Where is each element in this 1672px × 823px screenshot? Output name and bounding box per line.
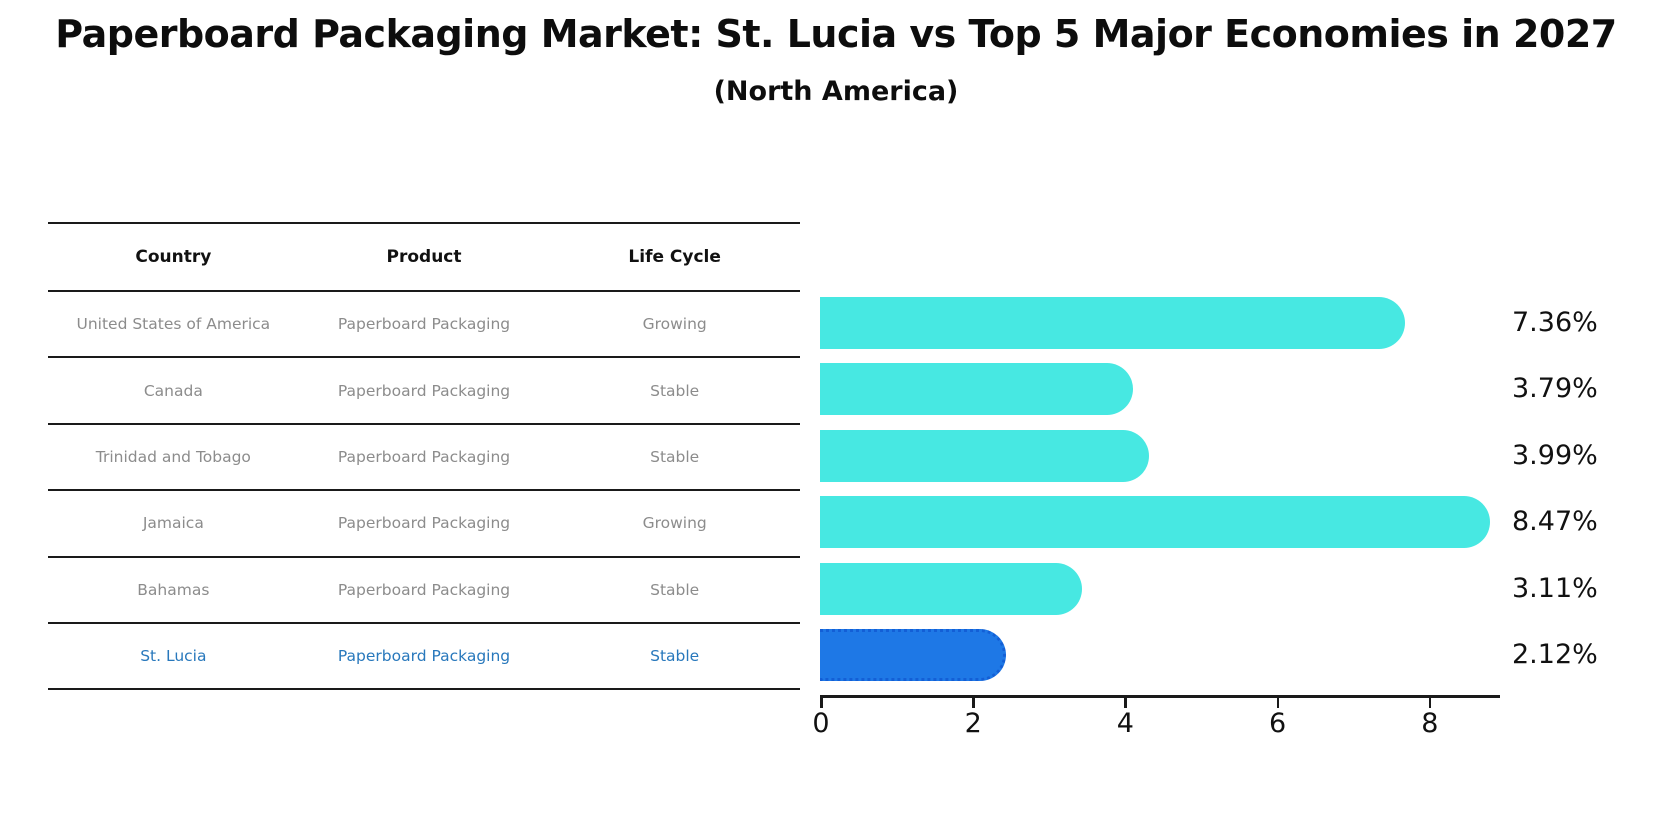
x-tick-label: 8: [1421, 708, 1439, 739]
table-cell-country: United States of America: [76, 315, 271, 334]
bar: [820, 297, 1406, 349]
x-tick: [1428, 697, 1432, 708]
x-tick: [1124, 697, 1127, 708]
value-label: 7.36%: [1512, 307, 1598, 338]
x-tick: [1276, 697, 1280, 708]
table-row: Bahamas Paperboard Packaging Stable: [48, 558, 800, 624]
value-label: 3.11%: [1512, 572, 1598, 604]
table-cell-product: Paperboard Packaging: [337, 647, 511, 666]
x-tick-label: 4: [1116, 708, 1134, 739]
bar: [820, 429, 1149, 482]
table-cell-product: Paperboard Packaging: [337, 580, 511, 599]
table-cell-product: Paperboard Packaging: [337, 514, 511, 533]
bar-highlighted: [820, 629, 1007, 681]
table-header-row: Country Product Life Cycle: [48, 224, 800, 292]
value-label: 3.99%: [1512, 439, 1598, 471]
table-header-cell: Life Cycle: [628, 247, 721, 267]
table-cell-product: Paperboard Packaging: [337, 381, 511, 400]
x-tick: [972, 697, 975, 708]
table-row: Trinidad and Tobago Paperboard Packaging S…: [48, 425, 800, 492]
value-label: 8.47%: [1512, 506, 1598, 538]
bar: [820, 496, 1490, 549]
x-tick-label: 6: [1269, 708, 1287, 739]
table-row: St. Lucia Paperboard Packaging Stable: [48, 624, 800, 691]
table-cell-country: St. Lucia: [140, 647, 207, 666]
table-cell-life-cycle: Growing: [642, 514, 707, 533]
table-cell-product: Paperboard Packaging: [337, 447, 511, 466]
table-cell-country: Trinidad and Tobago: [95, 447, 251, 466]
chart-title: Paperboard Packaging Market: St. Lucia v…: [55, 12, 1617, 56]
bar: [820, 363, 1134, 416]
x-axis-line: [820, 695, 1500, 698]
table-cell-country: Bahamas: [137, 580, 210, 599]
table-cell-life-cycle: Stable: [650, 647, 700, 666]
table-cell-life-cycle: Stable: [650, 580, 700, 599]
table-header-cell: Product: [386, 247, 462, 267]
table-row: United States of America Paperboard Packa…: [48, 292, 800, 359]
table-cell-product: Paperboard Packaging: [337, 315, 511, 334]
bar: [820, 562, 1082, 615]
bar-chart: [820, 290, 1510, 690]
table-row: Jamaica Paperboard Packaging Growing: [48, 491, 800, 558]
x-tick: [820, 697, 823, 708]
table-cell-life-cycle: Growing: [642, 315, 707, 334]
x-tick-label: 0: [812, 708, 830, 739]
x-tick-label: 2: [964, 708, 982, 739]
table-cell-country: Canada: [143, 381, 203, 400]
table-header-cell: Country: [135, 247, 212, 267]
table-cell-life-cycle: Stable: [650, 381, 700, 400]
country-table: Country Product Life Cycle United States o…: [48, 222, 800, 691]
value-label: 3.79%: [1512, 373, 1598, 405]
table-cell-country: Jamaica: [142, 514, 204, 533]
table-cell-life-cycle: Stable: [650, 447, 700, 466]
value-label: 2.12%: [1512, 639, 1598, 670]
chart-subtitle: (North America): [713, 76, 959, 107]
table-row: Canada Paperboard Packaging Stable: [48, 358, 800, 425]
